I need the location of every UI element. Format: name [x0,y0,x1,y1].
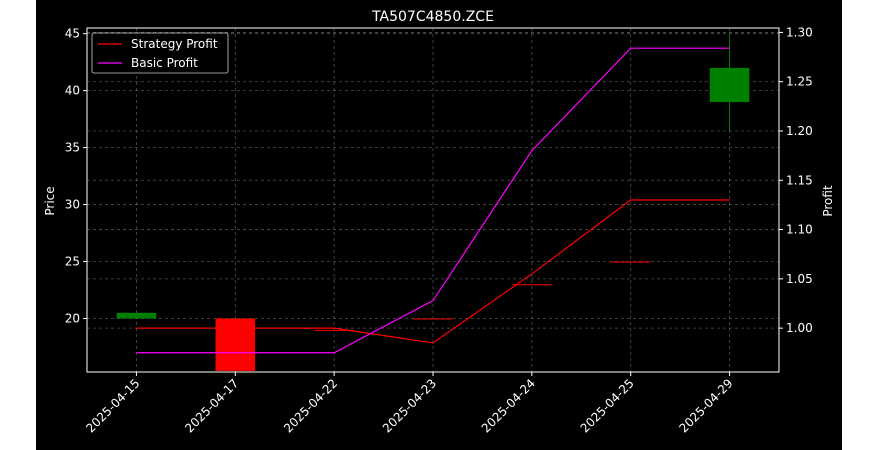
profit-lines [136,47,730,354]
series-line [136,199,730,344]
x-tick-label: 2025-04-17 [182,376,241,435]
y-tick-label-left: 45 [65,27,80,41]
x-tick-label: 2025-04-22 [281,376,340,435]
axes: 20 25 30 35 40 45 1.00 1.05 1.10 1.15 1.20 1.25 1.30… [65,25,813,435]
y-tick-label-left: 25 [65,255,80,269]
chart-title: TA507C4850.ZCE [371,9,494,25]
y-tick-label-left: 20 [65,311,80,325]
y-tick-label-left: 35 [65,141,80,155]
x-tick-label: 2025-04-29 [676,376,735,435]
candle-body [413,318,453,320]
y-tick-label-right: 1.10 [786,223,813,237]
y-tick-label-right: 1.05 [786,272,813,286]
candle-body [610,261,651,263]
candle-body [314,329,354,331]
candle-body [116,312,157,319]
candle-body [709,67,750,103]
series-line [136,47,730,354]
y-tick-label-right: 1.00 [786,321,813,335]
x-tick-label: 2025-04-25 [578,376,637,435]
y-tick-label-left: 30 [65,198,80,212]
candle-body [215,318,256,371]
x-tick-label: 2025-04-23 [380,376,439,435]
y-tick-label-right: 1.20 [786,124,813,138]
legend-label: Basic Profit [131,56,198,70]
y-axis-left-label: Price [43,186,57,215]
x-tick-label: 2025-04-15 [83,376,142,435]
candle-body [512,284,552,286]
chart-figure: TA507C4850.ZCE Price Profit 20 25 30 35 40 45… [36,0,842,450]
legend-box [91,32,229,74]
y-axis-right-label: Profit [821,185,835,217]
x-tick-label: 2025-04-24 [479,376,538,435]
chart-canvas: TA507C4850.ZCE Price Profit 20 25 30 35 40 45… [43,9,835,435]
legend-label: Strategy Profit [131,37,218,51]
y-tick-label-right: 1.15 [786,173,813,187]
y-tick-label-left: 40 [65,84,80,98]
legend: Strategy Profit Basic Profit [91,32,229,74]
candles [116,33,750,371]
y-tick-label-right: 1.30 [786,25,813,39]
y-tick-label-right: 1.25 [786,75,813,89]
